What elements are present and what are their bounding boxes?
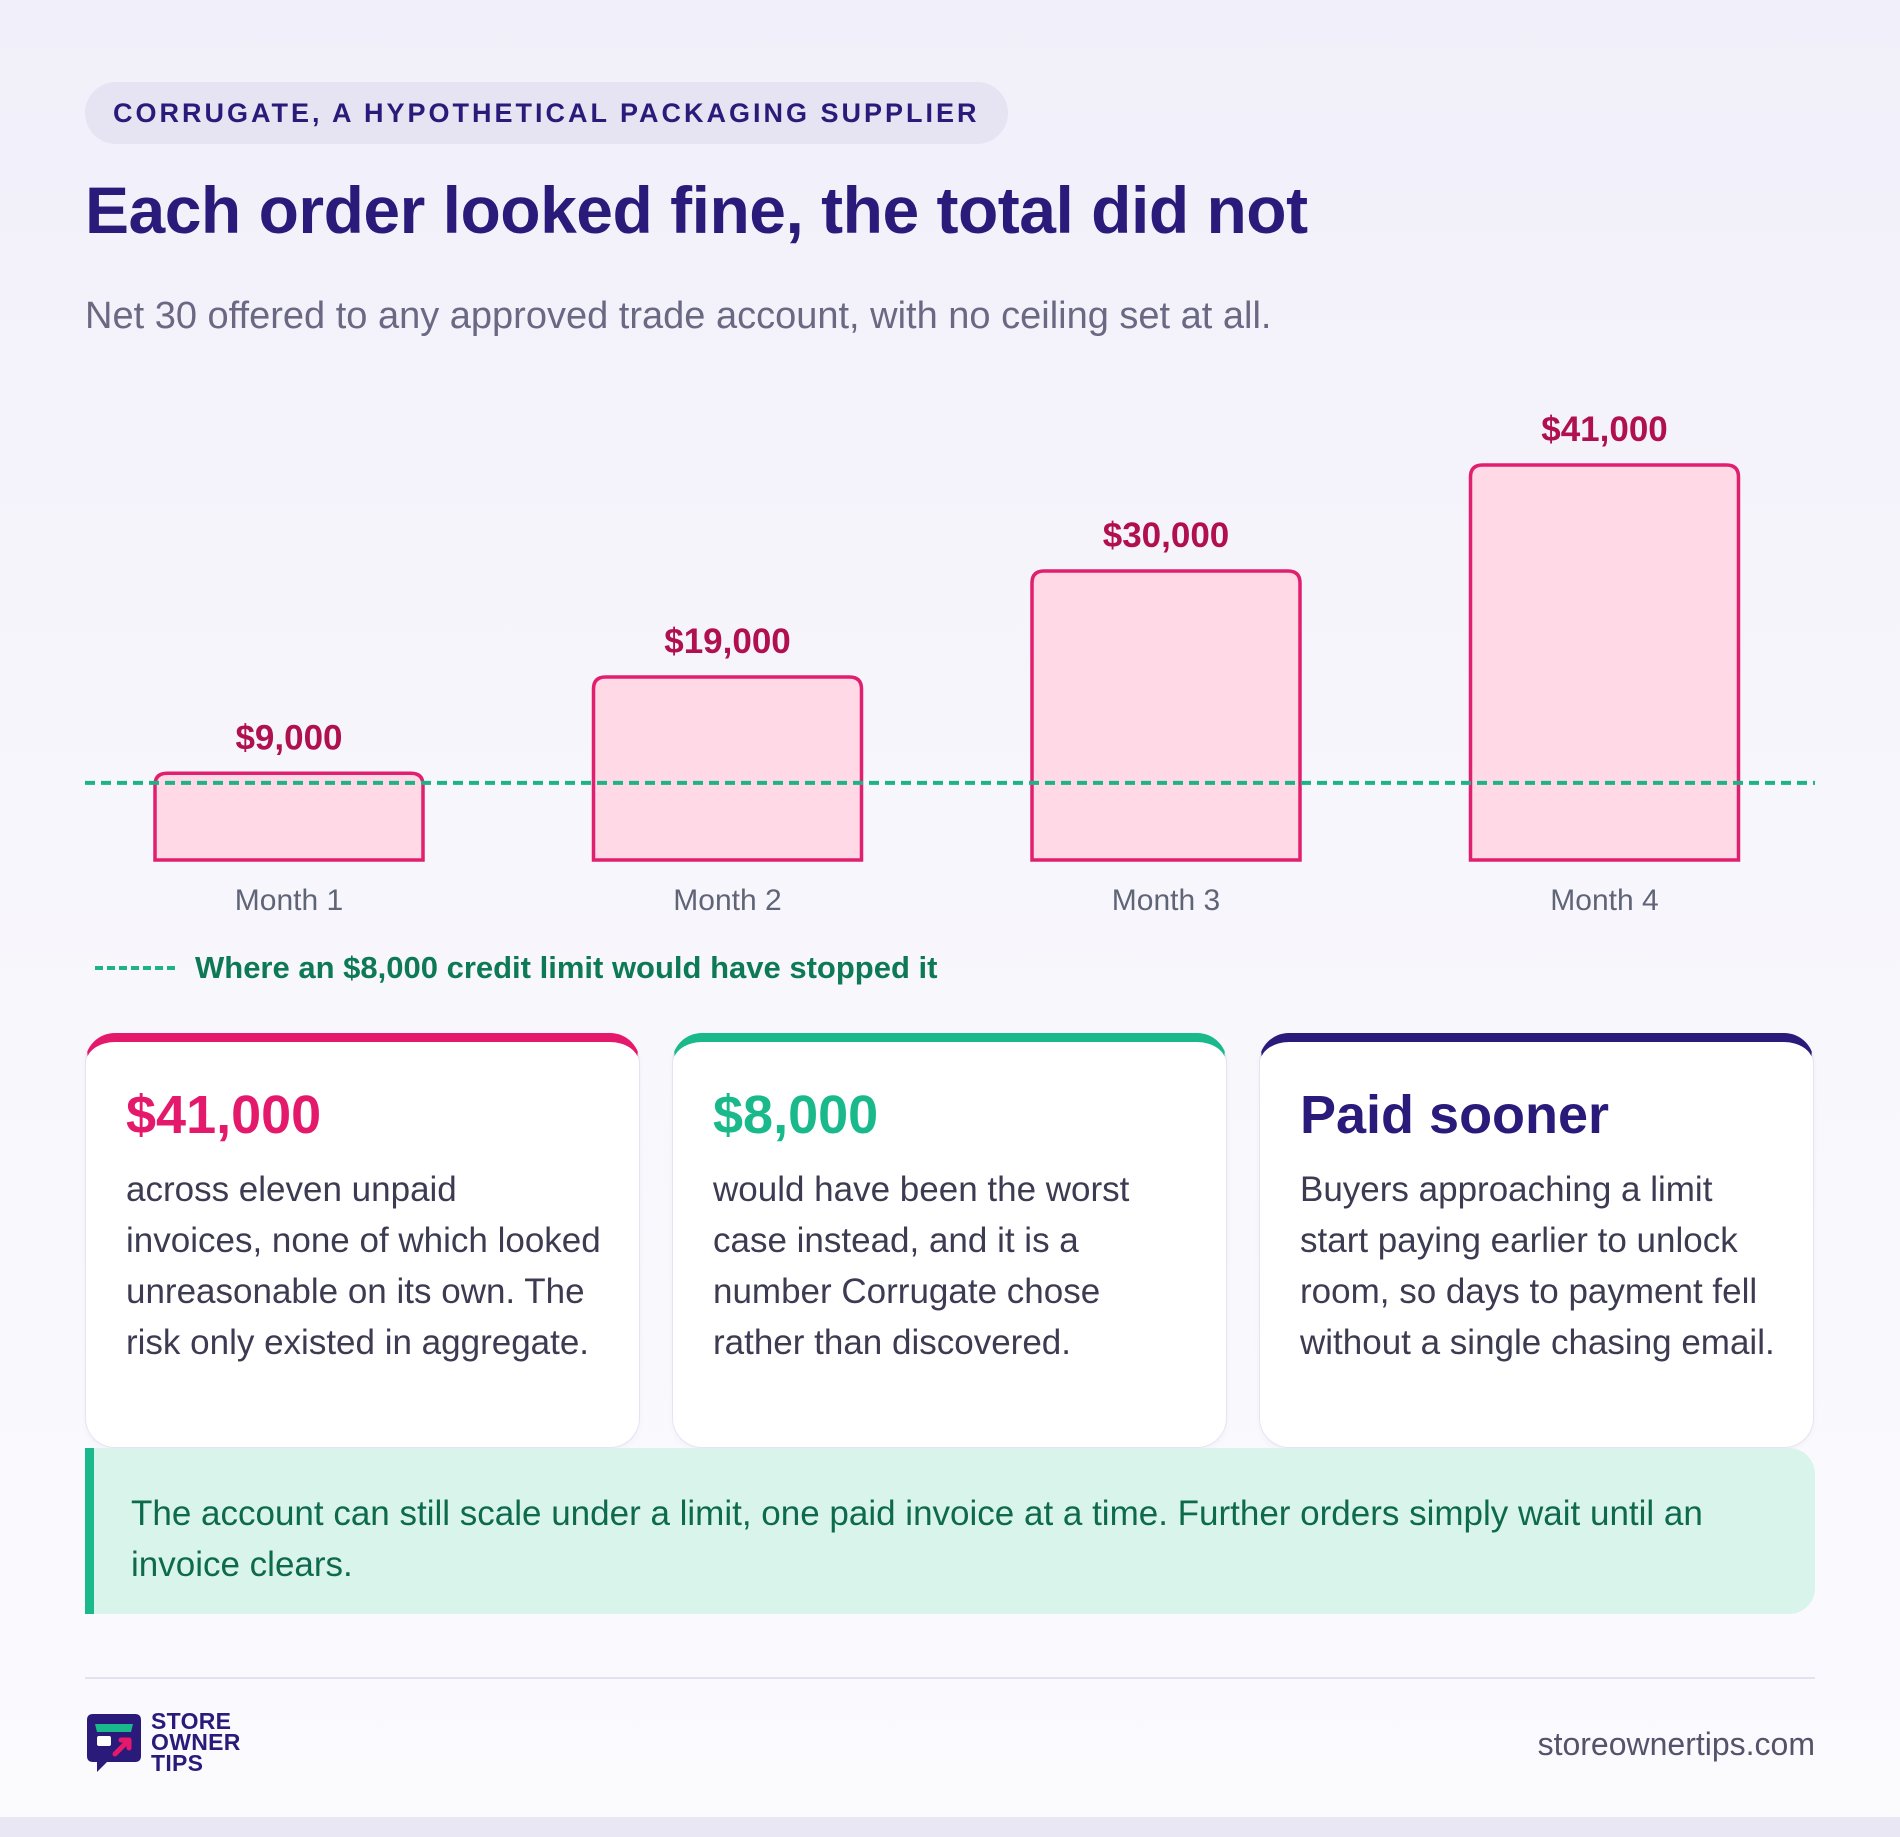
stat-cards: $41,000 across eleven unpaid invoices, n…: [85, 1033, 1815, 1448]
callout-box: The account can still scale under a limi…: [85, 1448, 1815, 1614]
eyebrow-badge: CORRUGATE, A HYPOTHETICAL PACKAGING SUPP…: [85, 82, 1008, 144]
stat-card-value: Paid sooner: [1300, 1085, 1610, 1145]
bar-value-label: $19,000: [664, 622, 791, 661]
eyebrow-text: CORRUGATE, A HYPOTHETICAL PACKAGING SUPP…: [113, 97, 980, 128]
chart-legend: Where an $8,000 credit limit would have …: [95, 950, 937, 986]
stat-card-text: would have been the worst case instead, …: [713, 1170, 1130, 1362]
callout-text: The account can still scale under a limi…: [131, 1494, 1703, 1584]
stat-card-value: $41,000: [126, 1085, 322, 1145]
bottom-bar: [0, 1817, 1900, 1837]
stat-card-total-exposure: $41,000 across eleven unpaid invoices, n…: [85, 1033, 640, 1448]
bar-value-label: $30,000: [1103, 516, 1230, 555]
logo-line: STORE: [151, 1707, 232, 1734]
bar-chart: $9,000 Month 1 $19,000 Month 2 $30,000 Month …: [85, 380, 1815, 940]
logo-line: TIPS: [151, 1749, 204, 1776]
bar-chart-svg: $9,000 Month 1 $19,000 Month 2 $30,000 Month …: [85, 410, 1815, 917]
site-url[interactable]: storeownertips.com: [1537, 1726, 1815, 1762]
x-tick-label: Month 4: [1550, 884, 1658, 917]
stat-card-text: Buyers approaching a limit start paying …: [1300, 1170, 1775, 1362]
storefront-icon: [87, 1714, 141, 1772]
page-title: Each order looked fine, the total did no…: [85, 173, 1308, 247]
logo-wordmark: STORE OWNER TIPS: [151, 1707, 241, 1776]
bar-value-label: $41,000: [1541, 410, 1668, 449]
bar-value-label: $9,000: [235, 718, 342, 757]
stat-card-paid-sooner: Paid sooner Buyers approaching a limit s…: [1259, 1033, 1814, 1448]
x-tick-label: Month 1: [235, 884, 343, 917]
x-tick-label: Month 2: [673, 884, 781, 917]
brand-logo[interactable]: STORE OWNER TIPS: [85, 1707, 241, 1776]
stat-card-value: $8,000: [713, 1085, 879, 1145]
page-subtitle: Net 30 offered to any approved trade acc…: [85, 295, 1272, 337]
footer-divider: [85, 1677, 1815, 1679]
x-tick-label: Month 3: [1112, 884, 1220, 917]
bar-month-4: [1468, 463, 1741, 862]
stat-card-text: across eleven unpaid invoices, none of w…: [126, 1170, 601, 1362]
stat-card-worst-case: $8,000 would have been the worst case in…: [672, 1033, 1227, 1448]
bar-month-1: [153, 771, 425, 862]
bar-month-3: [1030, 569, 1302, 862]
legend-dashed-line: [95, 966, 175, 970]
legend-label: Where an $8,000 credit limit would have …: [195, 950, 938, 985]
bar-month-2: [591, 675, 864, 862]
logo-line: OWNER: [151, 1728, 241, 1755]
